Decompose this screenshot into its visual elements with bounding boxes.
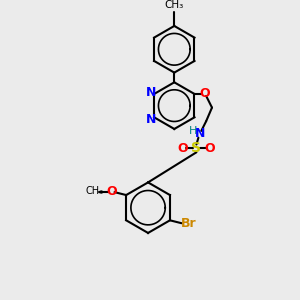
Text: H: H xyxy=(189,126,198,136)
Text: S: S xyxy=(191,141,201,155)
Text: CH₃: CH₃ xyxy=(165,0,184,11)
Text: Br: Br xyxy=(181,217,196,230)
Text: O: O xyxy=(199,88,209,100)
Text: N: N xyxy=(146,113,156,126)
Text: O: O xyxy=(106,185,117,198)
Text: O: O xyxy=(205,142,215,155)
Text: N: N xyxy=(195,127,206,140)
Text: CH₃: CH₃ xyxy=(85,186,103,196)
Text: O: O xyxy=(178,142,188,155)
Text: N: N xyxy=(146,85,156,98)
